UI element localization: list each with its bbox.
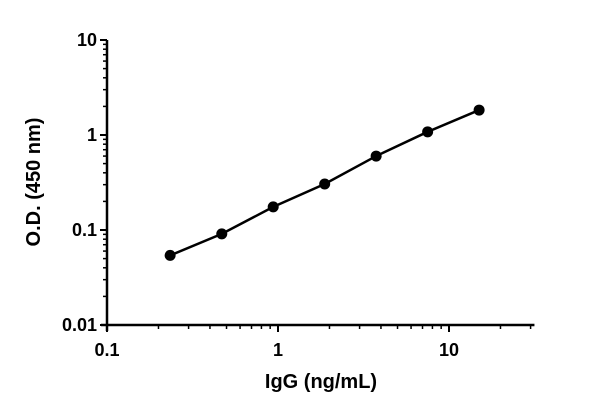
data-point: [370, 150, 382, 162]
data-point: [216, 228, 228, 240]
y-tick-label: 0.01: [62, 315, 97, 335]
data-point: [319, 178, 331, 190]
x-tick-label: 10: [439, 340, 459, 360]
plot-area: [164, 104, 485, 261]
data-point: [164, 249, 176, 261]
y-tick-label: 10: [77, 30, 97, 50]
x-tick-label: 0.1: [94, 340, 119, 360]
axes: 0.01 0.1 1 10 0.1 1 10: [62, 30, 535, 360]
y-tick-label: 0.1: [72, 220, 97, 240]
data-point: [422, 126, 434, 138]
x-tick-label: 1: [273, 340, 283, 360]
y-tick-label: 1: [87, 125, 97, 145]
data-point: [473, 104, 485, 116]
data-point: [267, 201, 279, 213]
y-axis-title: O.D. (450 nm): [23, 118, 45, 247]
x-axis-title: IgG (ng/mL): [265, 371, 377, 393]
